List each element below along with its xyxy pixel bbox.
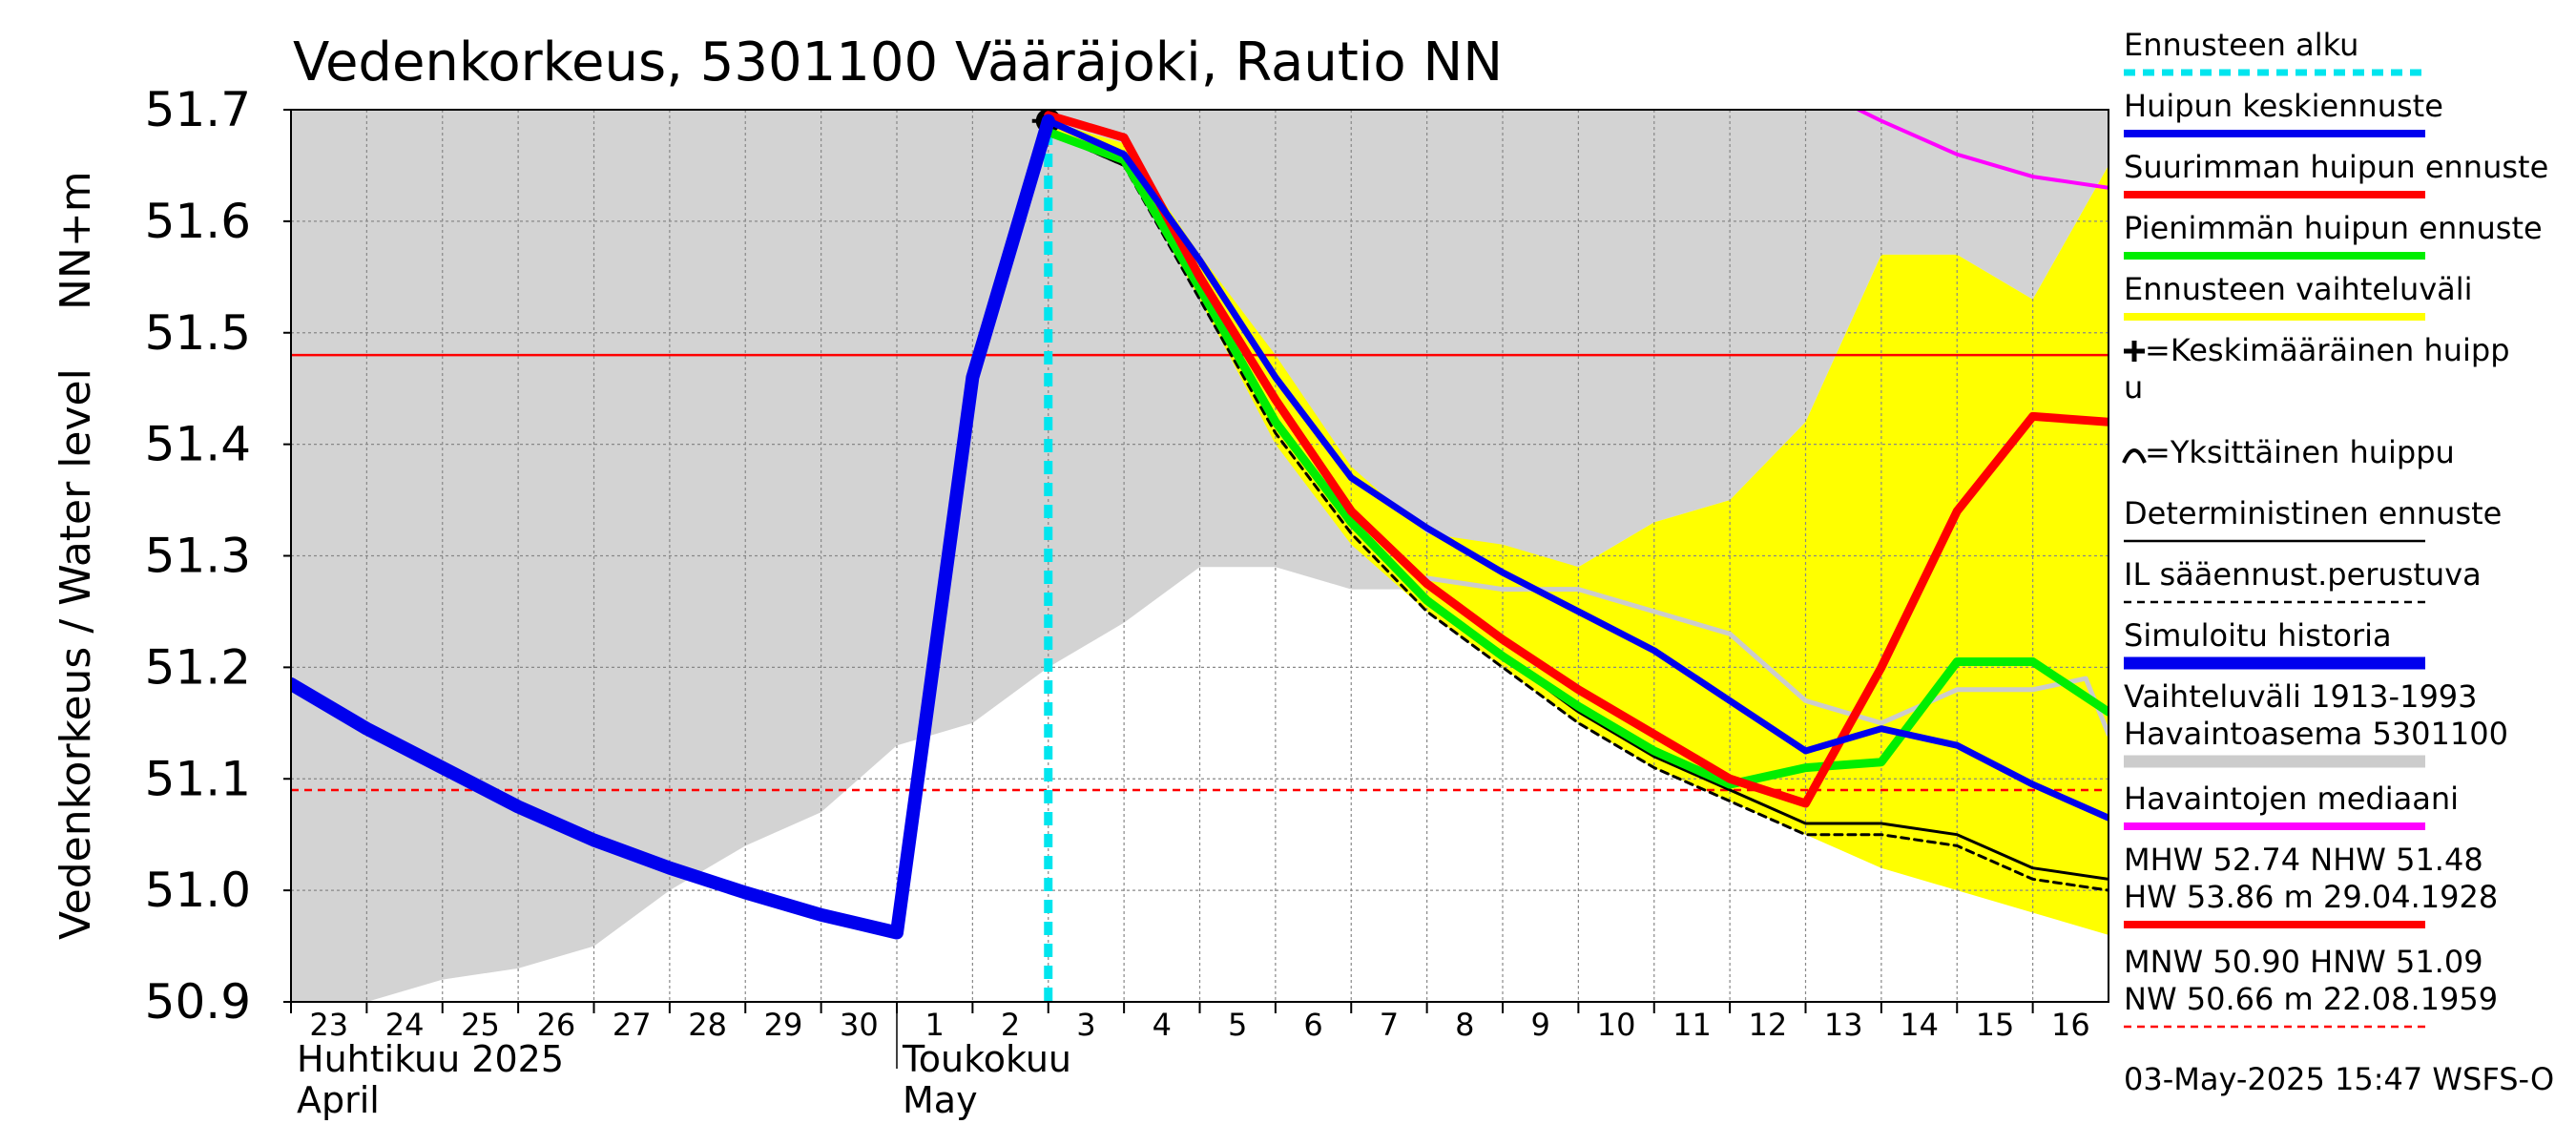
x-tick-label: 14 [1900,1007,1939,1043]
y-tick-label: 51.6 [145,194,251,249]
legend-item: Simuloitu historia [2124,617,2425,670]
legend-item: =Yksittäinen huippu [2122,434,2455,470]
x-tick-label: 25 [461,1007,500,1043]
x-tick-label: 30 [840,1007,879,1043]
y-axis-unit: NN+m [52,171,100,310]
x-tick-label: 12 [1748,1007,1787,1043]
series-simuloitu-historia [291,114,1055,940]
legend-label: Vaihteluväli 1913-1993 [2124,678,2478,715]
x-tick-label: 8 [1455,1007,1474,1043]
series-suurimman-huipun-ennuste [1044,111,2109,808]
x-tick-label: 7 [1380,1007,1399,1043]
legend-item: Ennusteen alku [2124,27,2425,76]
x-tick-label: 13 [1824,1007,1863,1043]
legend-plus-icon [2124,341,2145,362]
legend-item: =Keskimääräinen huippu [2124,332,2510,406]
legend-item: Vaihteluväli 1913-1993 Havaintoasema 530… [2124,678,2508,768]
month-label-en: April [297,1079,380,1121]
month-label-fi: Huhtikuu 2025 [297,1038,564,1080]
x-tick-label: 10 [1597,1007,1636,1043]
x-tick-label: 1 [925,1007,945,1043]
legend-label: Suurimman huipun ennuste [2124,149,2548,185]
legend-label: =Keskimääräinen huipp [2145,332,2510,368]
x-tick-label: 15 [1976,1007,2015,1043]
y-tick-label: 51.3 [145,529,251,584]
legend-label: =Yksittäinen huippu [2145,434,2455,470]
legend-label: Ennusteen vaihteluväli [2124,271,2473,307]
x-tick-label: 11 [1672,1007,1712,1043]
x-tick-label: 9 [1531,1007,1550,1043]
legend-label: IL sääennust.perustuva [2124,556,2482,593]
x-tick-label: 5 [1228,1007,1247,1043]
y-tick-label: 51.1 [145,751,251,806]
legend-item: Pienimmän huipun ennuste [2124,210,2543,260]
month-label-en: May [903,1079,978,1121]
y-tick-label: 51.2 [145,639,251,695]
legend-item: Deterministinen ennuste [2124,495,2502,543]
legend-label: Ennusteen alku [2124,27,2358,63]
legend-label: Simuloitu historia [2124,617,2392,654]
x-tick-label: 6 [1303,1007,1322,1043]
y-tick-label: 50.9 [145,974,251,1030]
series-huipun-keskiennuste [1045,117,2109,822]
series-il-sääennust-perustuva [1047,130,2109,892]
series-layer [291,110,2109,1002]
month-label-fi: Toukokuu [902,1038,1071,1080]
series-pienimmän-huipun-ennuste [1044,127,2109,789]
legend-label: Pienimmän huipun ennuste [2124,210,2543,246]
legend-label-2: u [2124,369,2143,406]
legend-label: MHW 52.74 NHW 51.48 [2124,842,2483,878]
x-tick-label: 26 [536,1007,575,1043]
x-tick-label: 29 [764,1007,803,1043]
series-vaihteluväli-median [1424,575,2109,737]
legend-item: Ennusteen vaihteluväli [2124,271,2473,321]
x-tick-label: 3 [1076,1007,1095,1043]
legend: Ennusteen alku Huipun keskiennuste Suurimm… [2122,27,2548,1029]
legend-label-2: HW 53.86 m 29.04.1928 [2124,879,2498,915]
legend-item: Havaintojen mediaani [2124,781,2459,830]
x-tick-label: 2 [1001,1007,1020,1043]
footer-timestamp: 03-May-2025 15:47 WSFS-O [2124,1061,2554,1097]
legend-label: Havaintojen mediaani [2124,781,2459,817]
y-tick-label: 51.0 [145,863,251,918]
legend-label-2: NW 50.66 m 22.08.1959 [2124,981,2498,1017]
x-tick-label: 16 [2051,1007,2090,1043]
y-tick-label: 51.4 [145,417,251,472]
x-tick-label: 27 [613,1007,652,1043]
x-tick-label: 28 [688,1007,727,1043]
y-tick-label: 51.5 [145,305,251,361]
series-havaintojen-mediaani [1857,110,2109,190]
legend-label-2: Havaintoasema 5301100 [2124,716,2508,752]
x-tick-label: 23 [309,1007,348,1043]
y-tick-label: 51.7 [145,82,251,137]
legend-label: Deterministinen ennuste [2124,495,2502,531]
x-tick-label: 4 [1153,1007,1172,1043]
legend-label: Huipun keskiennuste [2124,88,2443,124]
legend-item: IL sääennust.perustuva [2124,556,2482,604]
legend-item: Suurimman huipun ennuste [2124,149,2548,198]
legend-item: Huipun keskiennuste [2124,88,2443,137]
y-axis-label: Vedenkorkeus / Water level [52,368,100,940]
legend-label: MNW 50.90 HNW 51.09 [2124,944,2483,980]
x-tick-label: 24 [385,1007,425,1043]
legend-arc-icon [2122,448,2147,464]
chart-title: Vedenkorkeus, 5301100 Vääräjoki, Rautio … [293,31,1503,94]
axes: 50.951.051.151.251.351.451.551.651.723 24… [145,82,2090,1121]
